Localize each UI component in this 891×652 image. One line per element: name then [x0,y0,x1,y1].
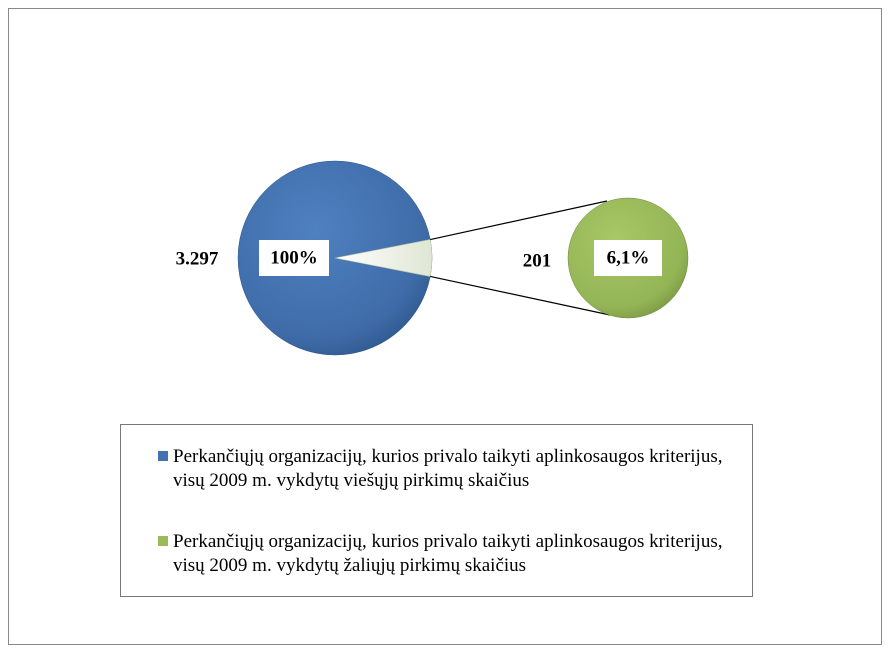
value-label: 201 [523,250,552,271]
connector-line [430,275,611,316]
legend-label: Perkančiųjų organizacijų, kurios privalo… [173,531,723,576]
value-label: 3.297 [176,248,219,269]
pie-slice-detail [334,239,433,277]
percent-label: 100% [270,247,318,268]
legend-label: Perkančiųjų organizacijų, kurios privalo… [173,446,723,491]
percent-label-box [259,240,329,276]
connector-line [430,200,608,241]
legend-marker [158,451,168,461]
legend-marker [158,536,168,546]
percent-label-box [594,240,662,276]
legend-box [120,424,753,597]
percent-label: 6,1% [607,247,650,268]
